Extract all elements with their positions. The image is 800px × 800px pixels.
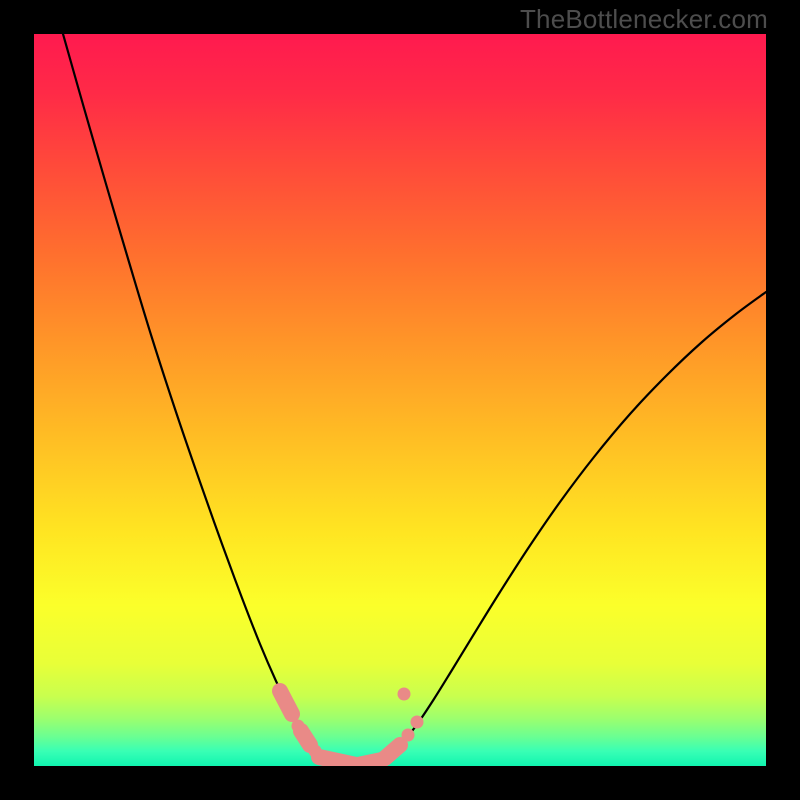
chart-frame: TheBottlenecker.com [0, 0, 800, 800]
marker-dot [398, 688, 411, 701]
watermark-text: TheBottlenecker.com [520, 4, 768, 35]
marker-dot [402, 729, 415, 742]
marker-pill [280, 691, 292, 714]
chart-svg [34, 34, 766, 766]
marker-dot [411, 716, 424, 729]
plot-area [34, 34, 766, 766]
marker-pill [385, 745, 400, 758]
marker-pill [301, 731, 310, 745]
gradient-background [34, 34, 766, 766]
